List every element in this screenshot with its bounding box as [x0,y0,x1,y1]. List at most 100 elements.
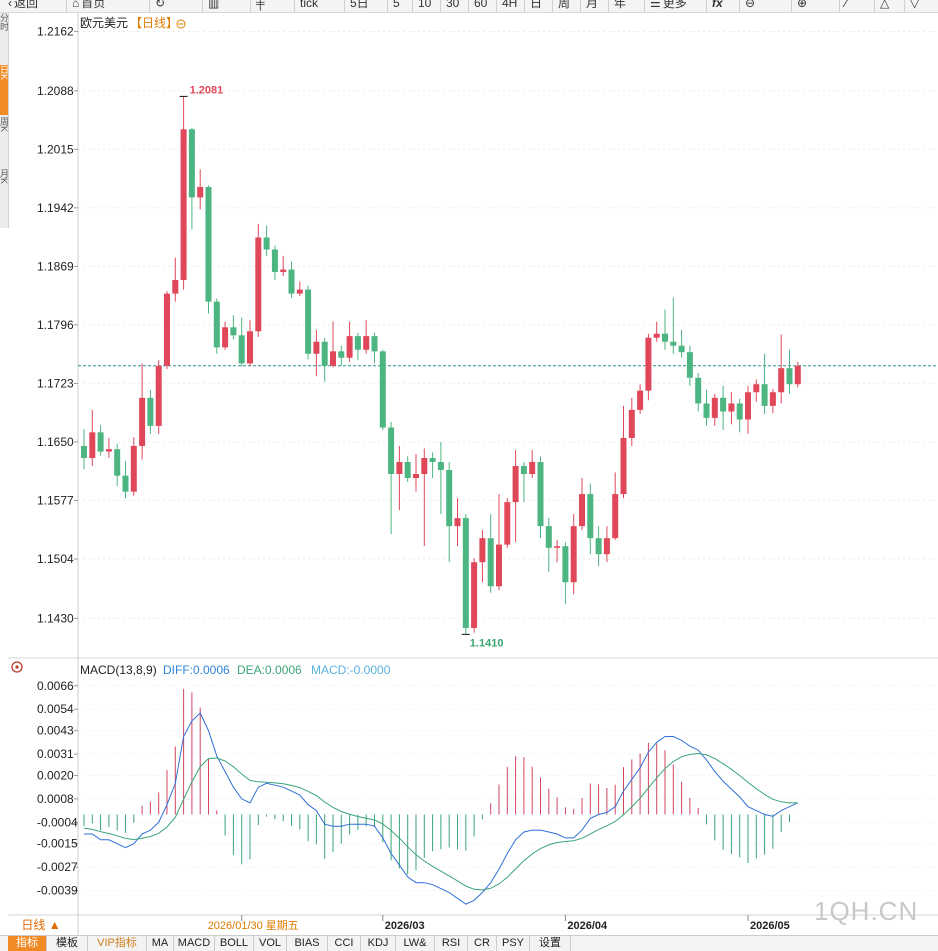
indicator-settings[interactable]: 设置 [530,936,571,951]
collapse-icon[interactable] [176,19,186,29]
candle [579,478,585,531]
candle [155,360,162,434]
indicator-macd[interactable]: MACD [174,936,215,951]
toolbar-item-15[interactable]: 年 [614,0,626,12]
candle-body [147,397,154,426]
candle [637,384,644,414]
candle-body [446,470,453,527]
candle [537,456,544,539]
indicator-kdj[interactable]: KDJ [361,936,396,951]
candle [97,425,104,456]
indicator-tab-vip[interactable]: VIP指标 [88,936,147,951]
candle [703,389,710,426]
toolbar-item-label: 更多 [662,0,687,10]
tab-daily-k[interactable]: 日K [0,65,8,115]
candle [255,223,262,337]
candle-body [130,445,137,492]
toolbar-item-14[interactable]: 月 [586,0,598,12]
candle-body [89,432,96,458]
toolbar-item-11[interactable]: 4H [502,0,517,12]
toolbar-item-21[interactable]: △ [880,0,891,12]
candle [496,494,502,591]
macd-tick-label: -0.0039 [37,884,78,898]
tab-monthly-k[interactable]: 月K [0,169,8,185]
toolbar-item-19[interactable]: ⊕ [797,0,809,12]
low-price-marker: 1.1410 [461,633,503,649]
triangle-down-icon: ▽ [910,0,920,10]
toolbar-item-1[interactable]: ⌂ 首页 [72,0,105,12]
candle [446,461,453,563]
toolbar-item-12[interactable]: 日 [530,0,542,12]
candle [288,261,295,298]
indicator-bias[interactable]: BIAS [287,936,328,951]
indicator-rsi[interactable]: RSI [435,936,468,951]
toolbar-separator [412,0,413,12]
candle [105,437,112,458]
candle-body [686,352,693,378]
candle-body [271,249,278,272]
candle [313,329,320,377]
candle [321,337,328,382]
toolbar-item-2[interactable]: ↻ [155,0,167,12]
indicator-psy[interactable]: PSY [497,936,530,951]
candle [230,315,237,340]
indicator-tab-template[interactable]: 模板 [47,936,88,951]
toolbar-item-label: 10 [418,0,432,10]
candle [769,389,776,414]
candle [745,385,751,434]
toolbar-item-18[interactable]: ⊖ [745,0,757,12]
date-label: 2026/03 [385,920,425,932]
toolbar-item-16[interactable]: ☰ 更多 [650,0,687,12]
indicator-lw[interactable]: LW& [396,936,435,951]
candle [437,441,444,515]
toolbar-item-4[interactable]: ╪ [256,0,267,12]
toolbar-separator [552,0,553,12]
indicator-cr[interactable]: CR [468,936,497,951]
candle-body [678,345,685,353]
candle [520,461,527,503]
zoom-out-icon: ⊖ [745,0,756,10]
period-selector[interactable]: 日线 ▲ [8,916,74,934]
indicator-vol[interactable]: VOL [254,936,287,951]
tab-intraday[interactable]: 分时 [0,13,8,31]
candle-body [720,397,727,412]
toolbar-item-20[interactable]: ∕ [845,0,849,12]
toolbar-item-17[interactable]: fx [712,0,723,12]
toolbar-item-10[interactable]: 60 [474,0,487,12]
candle-body [321,341,328,366]
candle [197,169,204,210]
candle [628,397,635,446]
macd-diff-label: DIFF:0.0006 [163,663,230,677]
toolbar-item-7[interactable]: 5 [393,0,400,12]
toolbar-item-5[interactable]: tick [300,0,318,12]
candle [471,558,478,633]
candle [778,334,785,404]
indicator-cci[interactable]: CCI [328,936,361,951]
toolbar-item-label: 首页 [81,0,106,10]
toolbar-item-22[interactable]: ▽ [910,0,921,12]
settings-icon[interactable] [11,661,23,673]
indicator-tab-main[interactable]: 指标 [8,936,47,951]
candle-body [487,538,494,587]
candle-body [421,457,428,475]
indicator-ma[interactable]: MA [147,936,174,951]
candle-body [620,437,627,495]
candle-body [180,129,187,280]
candle [454,498,461,547]
toolbar-item-9[interactable]: 30 [446,0,459,12]
toolbar-item-label: 5 [393,0,400,10]
candle-body [562,546,569,583]
candle-body [554,546,561,548]
toolbar-item-13[interactable]: 周 [558,0,570,12]
toolbar-item-0[interactable]: ‹ 返回 [8,0,38,12]
candle [280,255,287,276]
toolbar-separator [839,0,840,12]
macd-tick-label: -0.0027 [37,860,78,874]
toolbar-item-6[interactable]: 5日 [350,0,369,12]
toolbar-item-8[interactable]: 10 [418,0,431,12]
toolbar-item-3[interactable]: ▥ [208,0,221,12]
macd-tick-label: -0.0004 [37,815,78,829]
indicator-boll[interactable]: BOLL [215,936,254,951]
tab-weekly-k[interactable]: 周K [0,117,8,133]
